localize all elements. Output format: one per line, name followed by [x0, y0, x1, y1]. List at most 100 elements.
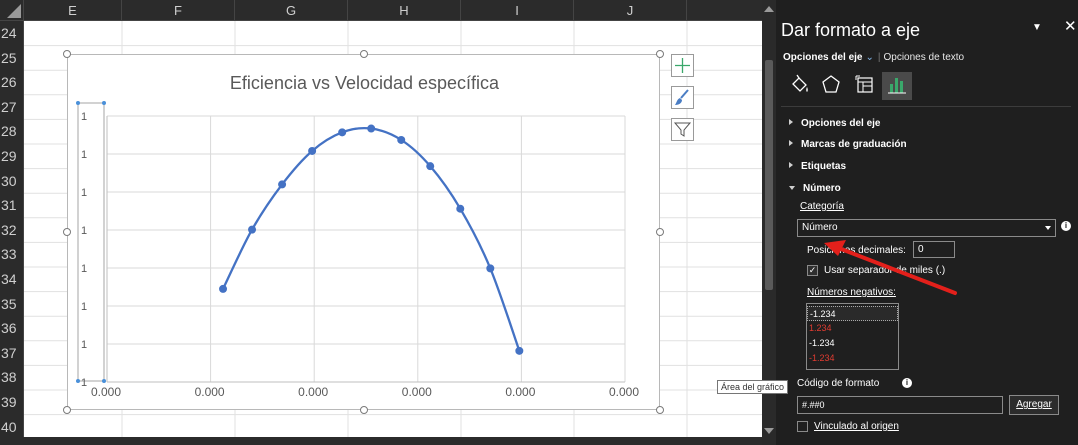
- row-headers: 24 25 26 27 28 29 30 31 32 33 34 35 36 37 38 39 40: [0, 21, 24, 445]
- column-header-j[interactable]: J: [574, 0, 687, 21]
- tab-axis-options[interactable]: Opciones del eje: [783, 52, 863, 63]
- y-axis-selection-handle[interactable]: [102, 379, 106, 383]
- chevron-down-icon[interactable]: ⌄: [865, 52, 874, 63]
- resize-handle-bottom[interactable]: [360, 406, 368, 414]
- resize-handle-top[interactable]: [360, 50, 368, 58]
- row-header-36[interactable]: 36: [1, 320, 17, 337]
- row-header-37[interactable]: 37: [1, 344, 17, 361]
- row-header-38[interactable]: 38: [1, 369, 17, 386]
- data-point[interactable]: [278, 180, 287, 189]
- data-point[interactable]: [397, 135, 406, 144]
- resize-handle-left[interactable]: [63, 228, 71, 236]
- fill-line-icon[interactable]: [787, 72, 813, 98]
- row-header-25[interactable]: 25: [1, 49, 17, 66]
- row-header-30[interactable]: 30: [1, 172, 17, 189]
- row-header-26[interactable]: 26: [1, 74, 17, 91]
- format-code-label: Código de formato: [797, 378, 880, 389]
- y-axis-selection-box[interactable]: [77, 102, 105, 382]
- category-select[interactable]: Número: [797, 219, 1056, 237]
- section-axis-options-label: Opciones del eje: [801, 118, 881, 129]
- chart-styles-button[interactable]: [671, 86, 694, 109]
- y-axis-selection-handle[interactable]: [76, 101, 80, 105]
- y-tick-label: 1: [81, 111, 87, 123]
- section-labels[interactable]: Etiquetas: [789, 161, 846, 172]
- scroll-up-icon[interactable]: [764, 6, 774, 12]
- data-point[interactable]: [308, 146, 317, 155]
- column-header-e[interactable]: E: [24, 0, 122, 21]
- y-tick-label: 1: [81, 301, 87, 313]
- y-axis-selection-handle[interactable]: [76, 379, 80, 383]
- data-point[interactable]: [338, 128, 347, 137]
- row-header-34[interactable]: 34: [1, 271, 17, 287]
- data-point[interactable]: [515, 346, 524, 355]
- column-header-f[interactable]: F: [122, 0, 235, 21]
- linked-to-source-checkbox[interactable]: [797, 421, 808, 432]
- data-point[interactable]: [486, 264, 495, 273]
- effects-icon[interactable]: [818, 72, 844, 98]
- negative-number-option[interactable]: -1.234: [809, 353, 835, 363]
- column-header-g[interactable]: G: [235, 0, 348, 21]
- data-point[interactable]: [456, 204, 465, 213]
- column-header-i[interactable]: I: [461, 0, 574, 21]
- y-tick-label: 1: [81, 377, 87, 389]
- y-axis-selection-handle[interactable]: [102, 101, 106, 105]
- size-properties-icon[interactable]: [852, 72, 878, 98]
- decimal-places-input[interactable]: 0: [913, 241, 955, 258]
- data-point[interactable]: [248, 225, 257, 234]
- format-code-input[interactable]: #.##0: [797, 396, 1003, 414]
- resize-handle-bottom-left[interactable]: [63, 406, 71, 414]
- row-header-35[interactable]: 35: [1, 295, 17, 312]
- scroll-down-icon[interactable]: [764, 428, 774, 434]
- close-icon[interactable]: ✕: [1064, 18, 1077, 35]
- pane-options-dropdown-icon[interactable]: ▼: [1032, 22, 1042, 33]
- data-point[interactable]: [367, 124, 376, 133]
- resize-handle-top-left[interactable]: [63, 50, 71, 58]
- row-header-27[interactable]: 27: [1, 98, 17, 115]
- chart-elements-button[interactable]: [671, 54, 694, 77]
- resize-handle-right[interactable]: [656, 228, 664, 236]
- chart-title[interactable]: Eficiencia vs Velocidad específica: [229, 73, 500, 93]
- row-header-31[interactable]: 31: [1, 197, 17, 214]
- tab-text-options[interactable]: Opciones de texto: [883, 52, 965, 63]
- info-icon[interactable]: i: [902, 378, 912, 388]
- info-icon[interactable]: i: [1061, 221, 1071, 231]
- row-header-33[interactable]: 33: [1, 246, 17, 263]
- resize-handle-top-right[interactable]: [656, 50, 664, 58]
- negative-numbers-label: Números negativos:: [807, 287, 896, 298]
- x-tick-label: 0.000: [298, 385, 328, 399]
- section-number[interactable]: Número: [789, 183, 841, 194]
- section-tick-marks[interactable]: Marcas de graduación: [789, 139, 907, 150]
- row-header-40[interactable]: 40: [1, 418, 17, 435]
- category-label: Categoría: [800, 201, 844, 212]
- axis-options-icon[interactable]: [884, 72, 910, 98]
- spreadsheet-area[interactable]: E F G H I J 24 25 26 27 28 29 30 31 32 33 34 35 36 37…: [0, 0, 762, 445]
- thousands-separator-checkbox[interactable]: ✓: [807, 265, 818, 276]
- plot-area[interactable]: 1 1 1 1 1 1 1 1 0.000 0.000 0.000 0.000 0.000 0.000: [68, 55, 661, 411]
- add-button[interactable]: Agregar: [1009, 395, 1059, 415]
- negative-number-option[interactable]: 1.234: [809, 323, 832, 333]
- negative-numbers-list[interactable]: -1.234 1.234 -1.234 -1.234: [806, 303, 899, 370]
- vertical-scrollbar[interactable]: [762, 0, 776, 445]
- series-line[interactable]: [221, 126, 521, 352]
- negative-number-option[interactable]: -1.234: [807, 306, 898, 321]
- x-tick-label: 0.000: [195, 385, 225, 399]
- linked-to-source-label[interactable]: Vinculado al origen: [814, 421, 899, 432]
- select-all-corner[interactable]: [0, 0, 24, 21]
- row-header-24[interactable]: 24: [1, 25, 17, 41]
- thousands-separator-label[interactable]: Usar separador de miles (.): [824, 265, 946, 276]
- row-header-32[interactable]: 32: [1, 221, 17, 238]
- data-point[interactable]: [426, 162, 435, 171]
- row-header-28[interactable]: 28: [1, 123, 17, 140]
- scroll-thumb[interactable]: [765, 60, 773, 290]
- chart-filters-button[interactable]: [671, 118, 694, 141]
- section-axis-options[interactable]: Opciones del eje: [789, 118, 880, 129]
- plus-icon: [675, 58, 690, 73]
- column-header-h[interactable]: H: [348, 0, 461, 21]
- row-header-39[interactable]: 39: [1, 394, 17, 410]
- expand-arrow-icon: [789, 140, 793, 146]
- resize-handle-bottom-right[interactable]: [656, 406, 664, 414]
- negative-number-option[interactable]: -1.234: [809, 338, 835, 348]
- row-header-29[interactable]: 29: [1, 148, 17, 164]
- data-point[interactable]: [219, 284, 228, 293]
